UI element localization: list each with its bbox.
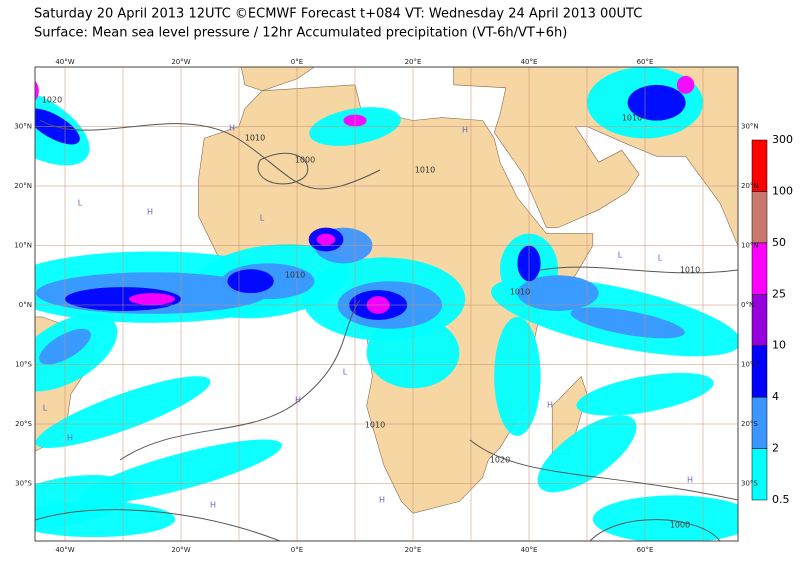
colorbar-label: 50 xyxy=(772,236,786,249)
lat-label: 20°N xyxy=(14,182,32,190)
lon-label: 20°W xyxy=(171,546,190,554)
pressure-center: L xyxy=(260,214,265,223)
pressure-center: L xyxy=(658,254,663,263)
isobar xyxy=(589,519,721,541)
lat-label: 0°N xyxy=(19,301,32,309)
contour-label: 1010 xyxy=(622,114,642,123)
precip-area xyxy=(227,269,274,294)
map-frame xyxy=(34,66,739,542)
precip-area xyxy=(592,495,738,541)
header-line: Surface: Mean sea level pressure / 12hr … xyxy=(34,26,567,41)
contour-label: 1010 xyxy=(365,421,385,430)
map-area: 1020 1010 1010 1000 1010 1010 1010 1010 1020 1000… xyxy=(35,67,738,541)
pressure-center: H xyxy=(295,396,301,405)
colorbar-label: 300 xyxy=(772,133,793,146)
colorbar-segment xyxy=(751,191,768,244)
lat-label: 30°N xyxy=(741,123,759,131)
contour-label: 1010 xyxy=(680,266,700,275)
pressure-center: H xyxy=(547,401,553,410)
precip-area xyxy=(128,293,176,305)
lon-label: 20°W xyxy=(171,58,190,66)
lon-label: 20°E xyxy=(405,58,422,66)
lat-label: 0°N xyxy=(741,301,754,309)
pressure-center: H xyxy=(67,434,73,443)
header-line: Saturday 20 April 2013 12UTC ©ECMWF Fore… xyxy=(34,7,642,22)
lon-label: 0°E xyxy=(291,546,303,554)
colorbar-label: 2 xyxy=(772,442,779,455)
pressure-center: L xyxy=(343,368,348,377)
contour-label: 1010 xyxy=(245,134,265,143)
pressure-center: L xyxy=(78,199,83,208)
contour-label: 1000 xyxy=(295,156,315,165)
colorbar-label: 0.5 xyxy=(772,493,790,506)
precip-area xyxy=(570,307,685,339)
lon-label: 60°E xyxy=(637,58,654,66)
lat-label: 30°N xyxy=(14,123,32,131)
isobar xyxy=(257,152,309,185)
lon-label: 40°E xyxy=(521,58,538,66)
colorbar-segment xyxy=(751,345,768,398)
lat-label: 20°S xyxy=(741,420,758,428)
isobar xyxy=(39,119,381,190)
pressure-center: H xyxy=(462,126,468,135)
isobar xyxy=(35,509,281,541)
lon-label: 20°E xyxy=(405,546,422,554)
colorbar-segment xyxy=(751,139,768,192)
lat-label: 20°N xyxy=(741,182,759,190)
lat-label: 30°S xyxy=(741,480,758,488)
lat-label: 30°S xyxy=(15,480,32,488)
lon-label: 40°W xyxy=(55,58,74,66)
colorbar-segment xyxy=(751,242,768,295)
contour-label: 1010 xyxy=(415,166,435,175)
isobar xyxy=(469,439,738,501)
pressure-center: H xyxy=(210,501,216,510)
lon-label: 60°E xyxy=(637,546,654,554)
precip-area xyxy=(494,316,541,436)
isobar xyxy=(539,266,738,274)
lon-label: 40°W xyxy=(55,546,74,554)
lon-label: 0°E xyxy=(291,58,303,66)
lat-label: 20°S xyxy=(15,420,32,428)
pressure-center: H xyxy=(147,208,153,217)
colorbar: 0.5 2 4 10 25 50 100 300 xyxy=(751,133,793,506)
contour-label: 1010 xyxy=(285,271,305,280)
colorbar-label: 4 xyxy=(772,390,779,403)
colorbar-segment xyxy=(751,294,768,346)
pressure-center: H xyxy=(379,496,385,505)
precip-area xyxy=(35,80,39,101)
lat-label: 10°N xyxy=(741,242,759,250)
contour-label: 1000 xyxy=(670,521,690,530)
colorbar-label: 25 xyxy=(772,287,786,300)
lon-label: 40°E xyxy=(521,546,538,554)
contour-label: 1010 xyxy=(510,288,530,297)
colorbar-label: 100 xyxy=(772,184,793,197)
pressure-center: H xyxy=(687,476,693,485)
pressure-center: L xyxy=(618,251,623,260)
precip-area xyxy=(676,75,695,94)
colorbar-label: 10 xyxy=(772,339,786,352)
lat-label: 10°N xyxy=(14,242,32,250)
isobar xyxy=(119,299,361,461)
precip-area xyxy=(517,275,599,311)
precip-area xyxy=(316,233,336,246)
pressure-center: L xyxy=(43,404,48,413)
lat-label: 10°S xyxy=(741,361,758,369)
contour-label: 1020 xyxy=(490,456,510,465)
lat-label: 10°S xyxy=(15,361,32,369)
contour-label: 1020 xyxy=(42,96,62,105)
colorbar-segment xyxy=(751,448,768,501)
precip-area xyxy=(627,84,686,121)
pressure-center: H xyxy=(229,124,235,133)
